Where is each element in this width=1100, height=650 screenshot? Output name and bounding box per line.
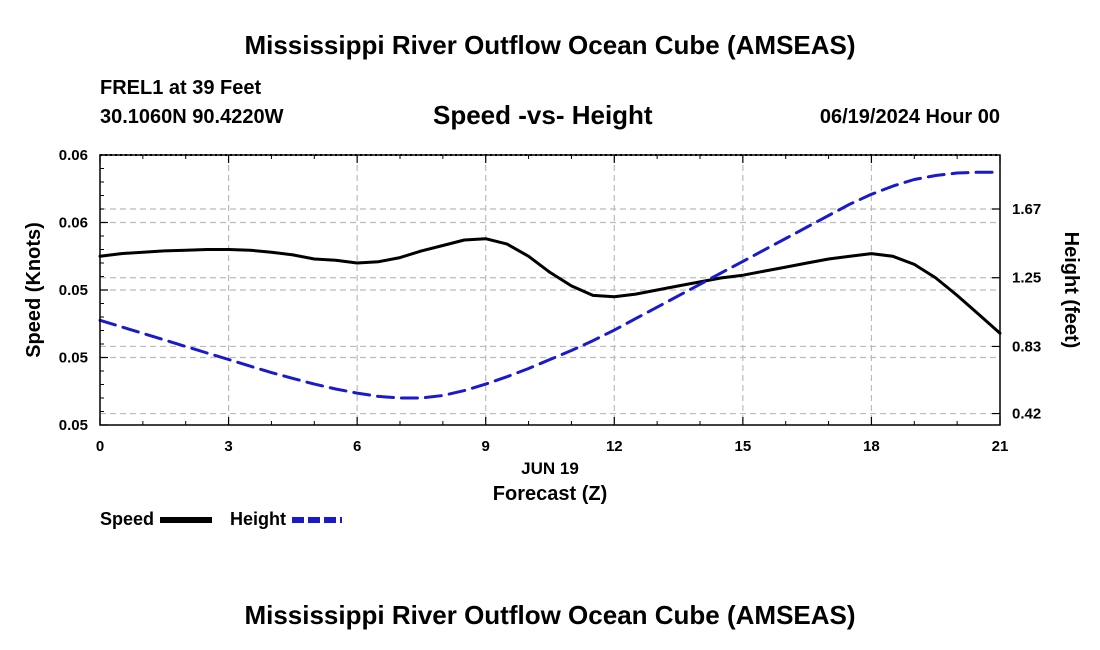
x-tick-label: 9 — [482, 438, 490, 455]
legend-speed-label: Speed — [100, 509, 155, 529]
footer-title: Mississippi River Outflow Ocean Cube (AM… — [244, 600, 856, 630]
legend-height-label: Height — [230, 509, 286, 529]
y-axis-label-right: Height (feet) — [1060, 232, 1082, 349]
y-left-tick-label: 0.06 — [59, 147, 88, 164]
grid — [100, 155, 1000, 425]
series-layer — [98, 170, 1002, 400]
chart-subtitle: Speed -vs- Height — [433, 100, 653, 130]
tick-labels: 0 3 6 9 12 15 18 21 0.05 0.05 0.05 0.06 0.06 0.42 0.83… — [59, 147, 1041, 455]
y-left-tick-label: 0.06 — [59, 215, 88, 232]
x-tick-label: 0 — [96, 438, 104, 455]
y-right-tick-label: 0.83 — [1012, 338, 1041, 355]
y-left-tick-label: 0.05 — [59, 417, 88, 434]
x-tick-label: 3 — [224, 438, 232, 455]
forecast-datetime: 06/19/2024 Hour 00 — [819, 106, 1000, 128]
station-coordinates: 30.1060N 90.4220W — [100, 106, 284, 128]
y-left-tick-label: 0.05 — [59, 350, 88, 367]
y-right-tick-label: 1.25 — [1012, 270, 1041, 287]
x-tick-label: 21 — [992, 438, 1009, 455]
x-tick-label: 15 — [735, 438, 752, 455]
y-right-tick-label: 0.42 — [1012, 406, 1041, 423]
y-right-tick-label: 1.67 — [1012, 201, 1041, 218]
x-tick-label: 12 — [606, 438, 623, 455]
x-axis-label: Forecast (Z) — [493, 483, 607, 505]
chart-title: Mississippi River Outflow Ocean Cube (AM… — [244, 30, 856, 60]
x-axis-date-label: JUN 19 — [521, 459, 579, 478]
x-tick-label: 6 — [353, 438, 361, 455]
speed-series-line — [98, 237, 1002, 335]
station-label: FREL1 at 39 Feet — [100, 77, 262, 99]
x-tick-label: 18 — [863, 438, 880, 455]
ticks — [99, 154, 1001, 426]
height-series-line — [98, 170, 1002, 400]
y-left-tick-label: 0.05 — [59, 282, 88, 299]
y-axis-label-left: Speed (Knots) — [23, 222, 45, 358]
